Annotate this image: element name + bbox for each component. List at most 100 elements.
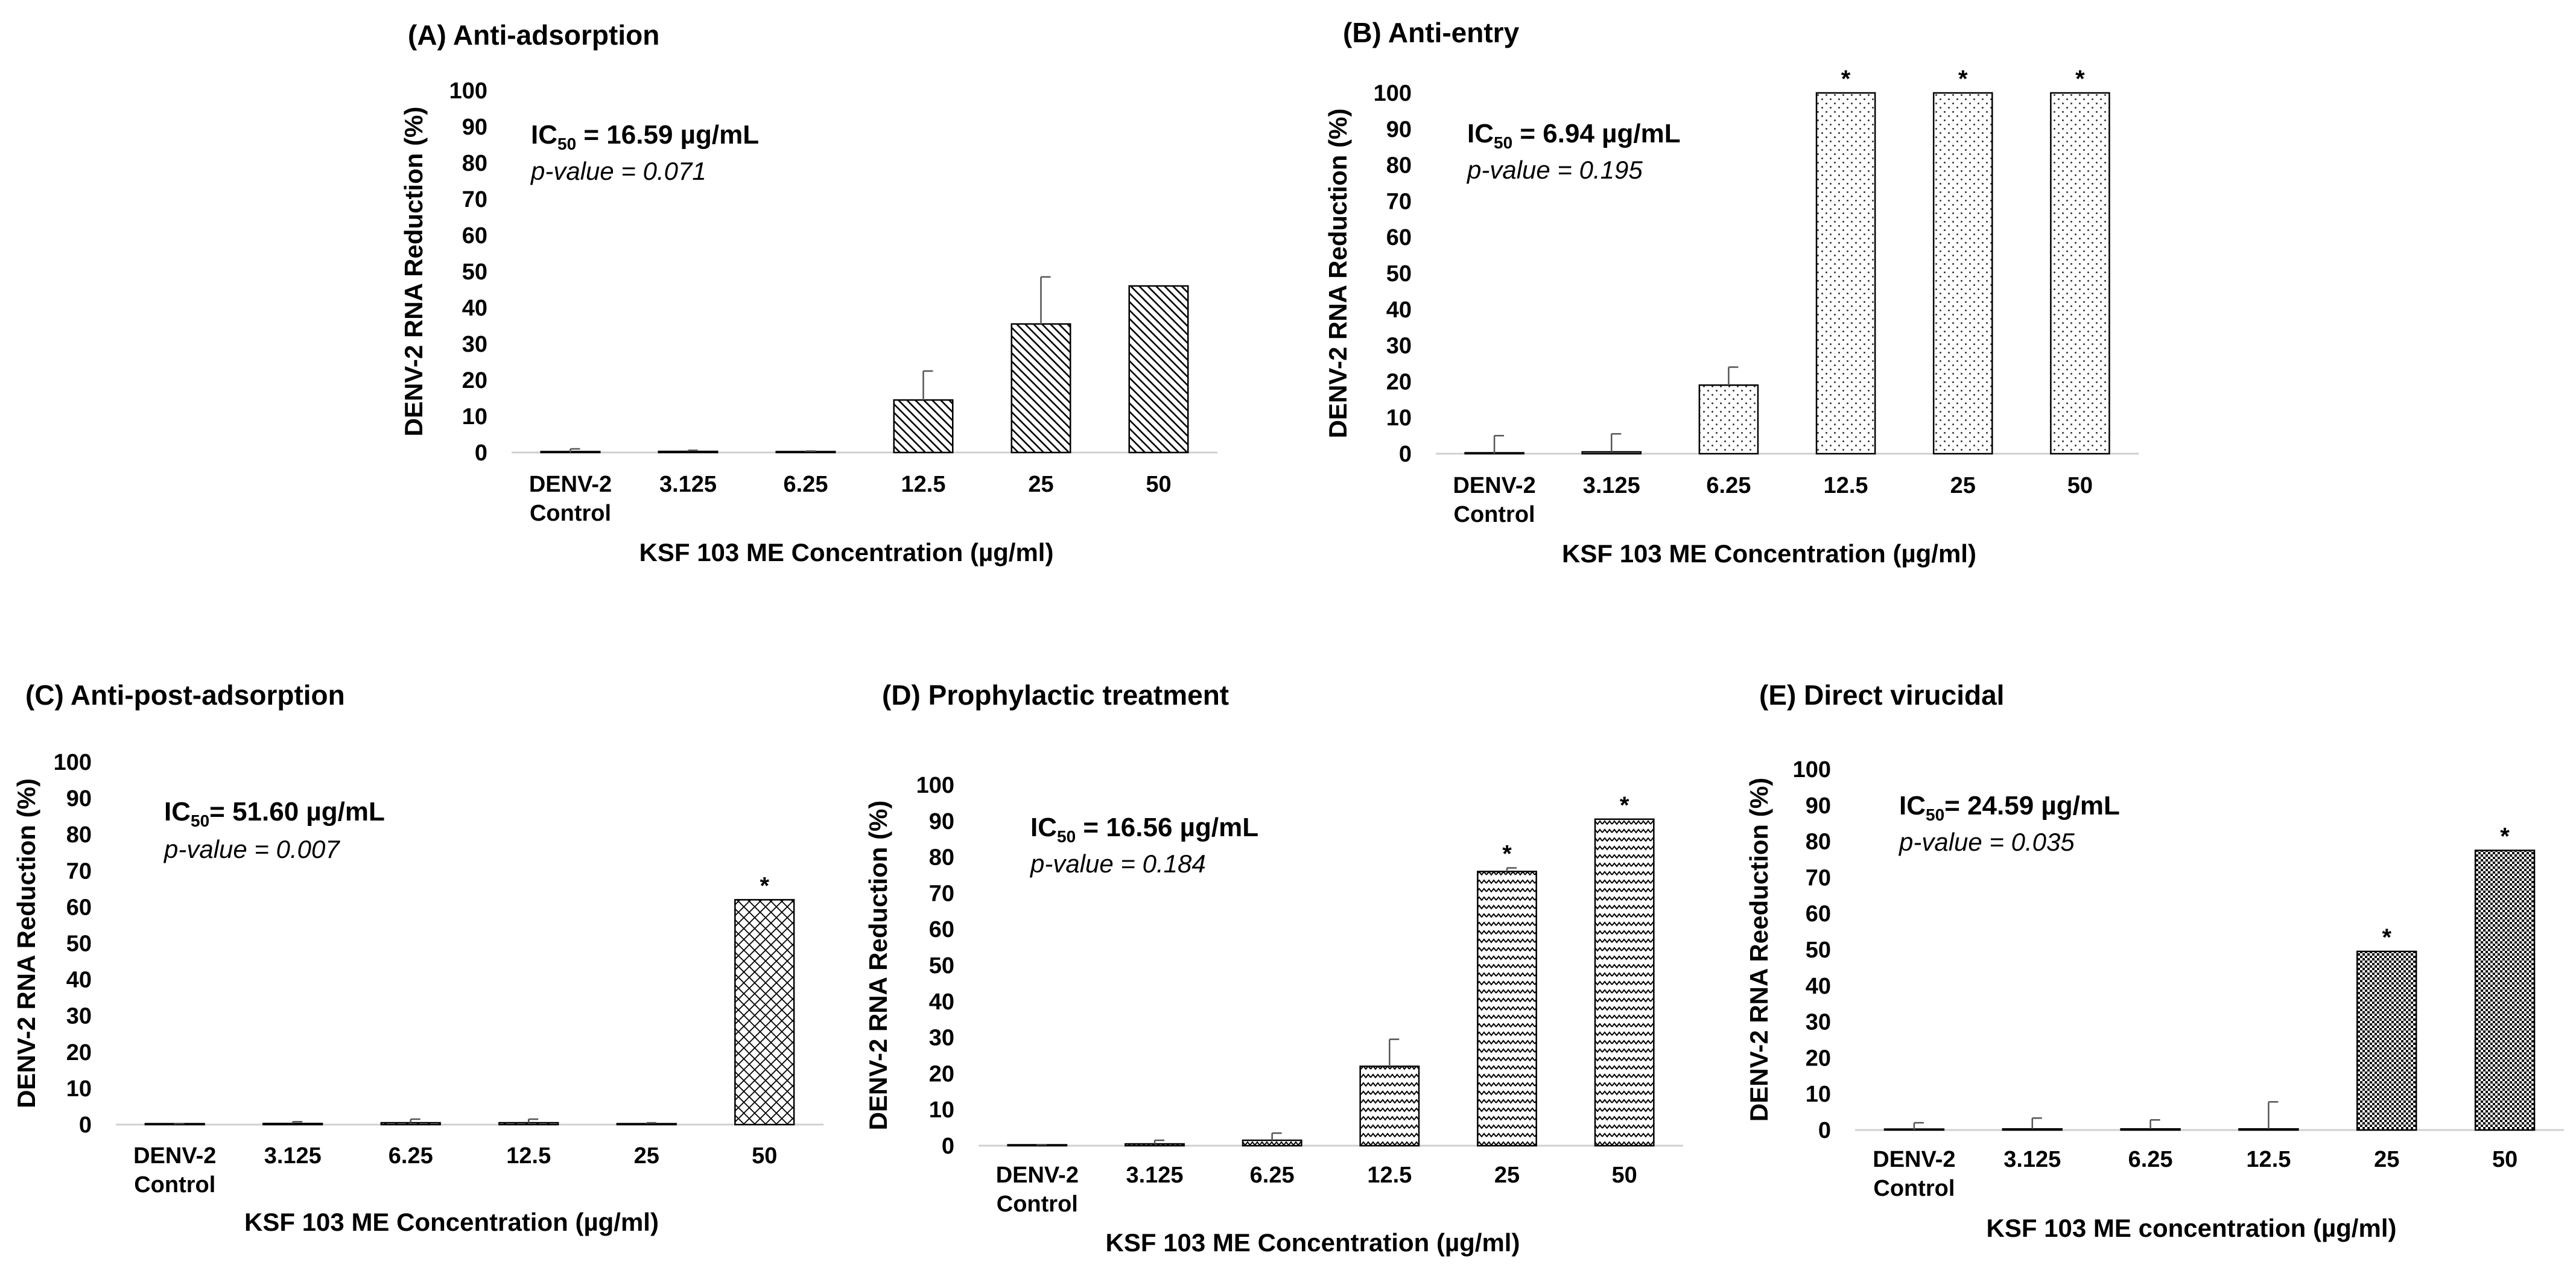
significance-star: *: [760, 872, 769, 899]
x-tick-label: 25: [634, 1143, 659, 1169]
y-tick-label: 10: [462, 404, 487, 430]
y-tick-label: 60: [1806, 901, 1831, 927]
y-tick-label: 80: [1806, 830, 1831, 855]
p-value: p-value = 0.071: [530, 157, 706, 185]
error-bar: [1389, 1038, 1400, 1067]
y-tick-label: 20: [66, 1040, 92, 1065]
bar: [1932, 92, 1993, 455]
p-value: p-value = 0.035: [1898, 828, 2075, 856]
y-tick-label: 0: [79, 1113, 92, 1138]
x-tick-label: 50: [2492, 1147, 2517, 1172]
x-tick-label: 50: [752, 1143, 777, 1169]
x-tick-label: 3.125: [2003, 1147, 2061, 1172]
bar: [1594, 818, 1655, 1147]
bar: [893, 399, 954, 454]
ic50-prefix: IC: [1899, 791, 1926, 821]
y-tick-label: 20: [929, 1061, 954, 1087]
error-bar: [2149, 1119, 2160, 1129]
error-bar: [2031, 1117, 2042, 1129]
y-tick-label: 60: [66, 895, 92, 920]
bar: [1125, 1143, 1185, 1147]
bar: [734, 899, 795, 1126]
ic50-annotation: IC50= 24.59 µg/mL: [1899, 791, 2120, 824]
ic50-value: = 24.59 µg/mL: [1944, 791, 2120, 821]
y-tick-label: 90: [66, 786, 92, 811]
y-tick-label: 30: [929, 1026, 954, 1051]
error-bar: [1728, 366, 1739, 386]
significance-star: *: [1620, 792, 1629, 819]
y-tick-label: 100: [916, 773, 954, 798]
y-tick-label: 50: [1806, 938, 1831, 963]
y-tick-label: 100: [54, 750, 92, 775]
y-tick-label: 30: [1806, 1010, 1831, 1035]
panel-title: (D) Prophylactic treatment: [882, 679, 1229, 711]
y-axis-label: DENV-2 RNA Reduction (%): [1324, 109, 1352, 439]
x-tick-label: 12.5: [901, 472, 946, 497]
y-tick-label: 30: [1386, 334, 1412, 359]
y-tick-label: 80: [929, 845, 954, 871]
y-tick-label: 20: [462, 368, 487, 393]
y-tick-label: 10: [929, 1097, 954, 1123]
y-tick-label: 30: [66, 1004, 92, 1029]
significance-star: *: [2382, 924, 2391, 951]
error-bar: [1271, 1132, 1282, 1141]
y-tick-label: 20: [1806, 1046, 1831, 1071]
x-tick-label: 25: [1494, 1163, 1520, 1188]
error-bar: [687, 449, 698, 452]
x-tick-label: 6.25: [2128, 1147, 2173, 1172]
x-tick-label: 3.125: [264, 1143, 322, 1169]
x-tick-label: 12.5: [1824, 473, 1868, 498]
bar: [1010, 323, 1071, 454]
y-tick-label: 90: [462, 115, 487, 140]
y-tick-label: 50: [66, 932, 92, 957]
bar: [2474, 849, 2536, 1131]
y-tick-label: 80: [1386, 153, 1412, 179]
error-bar: [1506, 867, 1517, 872]
y-tick-label: 70: [462, 187, 487, 212]
error-bar: [528, 1118, 539, 1123]
y-tick-label: 70: [1386, 189, 1412, 214]
panel-title: (B) Anti-entry: [1343, 17, 1520, 48]
y-tick-label: 70: [1806, 865, 1831, 890]
error-bar: [2268, 1101, 2279, 1129]
bar: [1128, 285, 1189, 454]
x-tick-label: 12.5: [1367, 1163, 1412, 1188]
y-tick-label: 0: [942, 1134, 954, 1159]
bar: [1359, 1065, 1420, 1147]
ic50-value: = 16.59 µg/mL: [576, 120, 759, 150]
bar: [2120, 1128, 2181, 1131]
ic50-prefix: IC: [1467, 119, 1494, 148]
bar: [1815, 92, 1876, 455]
x-tick-label: 3.125: [1583, 473, 1640, 498]
error-bar: [410, 1118, 420, 1123]
y-tick-label: 100: [1793, 757, 1831, 783]
ic50-annotation: IC50 = 6.94 µg/mL: [1467, 119, 1681, 152]
x-tick-label: Control: [530, 501, 611, 526]
y-tick-label: 50: [1386, 261, 1412, 287]
ic50-value: = 51.60 µg/mL: [209, 797, 385, 827]
p-value: p-value = 0.184: [1029, 849, 1206, 878]
y-tick-label: 60: [929, 917, 954, 942]
significance-star: *: [2500, 824, 2510, 850]
error-bar: [569, 448, 580, 452]
bar: [1581, 451, 1642, 455]
ic50-prefix: IC: [1030, 813, 1057, 842]
y-tick-label: 30: [462, 332, 487, 357]
y-tick-label: 70: [929, 881, 954, 906]
y-tick-label: 10: [1806, 1082, 1831, 1107]
error-bar: [292, 1120, 303, 1124]
y-tick-label: 20: [1386, 369, 1412, 395]
panel-title: (C) Anti-post-adsorption: [25, 679, 345, 711]
y-tick-label: 80: [462, 151, 487, 176]
y-tick-label: 0: [1818, 1118, 1831, 1143]
x-tick-label: 12.5: [2246, 1147, 2291, 1172]
significance-star: *: [1841, 66, 1851, 92]
x-axis-label: KSF 103 ME concentration (µg/ml): [1987, 1214, 2397, 1242]
x-tick-label: DENV-2: [529, 472, 612, 497]
ic50-value: = 6.94 µg/mL: [1512, 119, 1680, 148]
x-axis-label: KSF 103 ME Concentration (µg/ml): [639, 538, 1054, 567]
